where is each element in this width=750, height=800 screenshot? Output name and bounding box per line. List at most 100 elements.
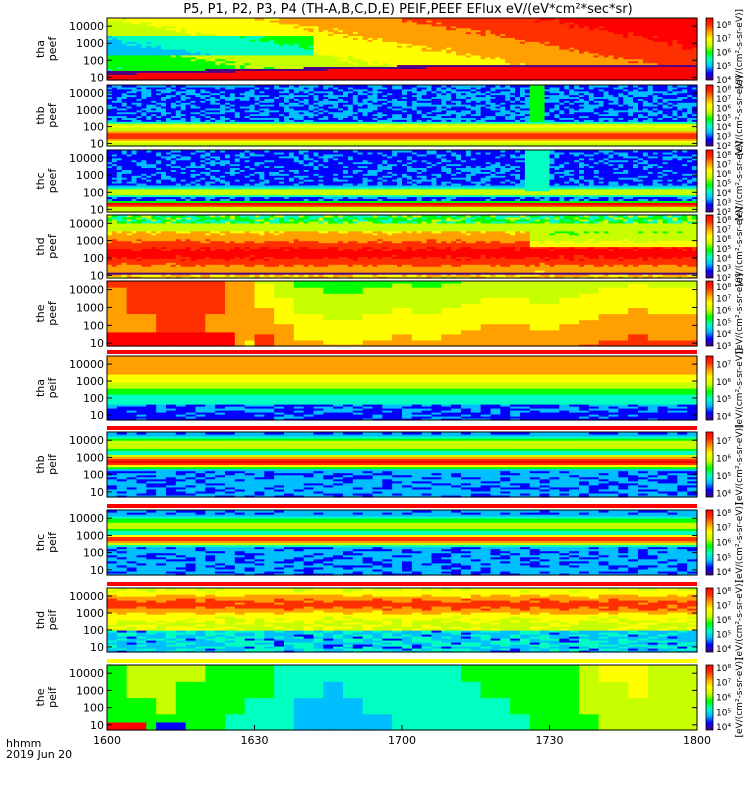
y-tick-label: 10000 xyxy=(69,667,104,680)
date-label: 2019 Jun 20 xyxy=(6,748,72,761)
y-axis-label: peef xyxy=(46,168,59,194)
colorbar-tick-label: 10⁶ xyxy=(716,378,731,388)
y-tick-label: 10000 xyxy=(69,590,104,603)
colorbar-unit-label: [eV/(cm²-s-sr-eV)] xyxy=(735,657,745,737)
figure-title: P5, P1, P2, P3, P4 (TH-A,B,C,D,E) PEIF,P… xyxy=(183,2,632,17)
colorbar-tick-label: 10⁷ xyxy=(716,35,731,45)
heatmap-cells xyxy=(107,588,698,653)
y-axis-label: peef xyxy=(46,102,59,128)
colorbar-tick-label: 10⁶ xyxy=(716,170,731,180)
panel-separator xyxy=(107,582,697,586)
y-tick-label: 10000 xyxy=(69,217,104,230)
y-tick-label: 100 xyxy=(83,624,104,637)
colorbar-tick-label: 10⁵ xyxy=(716,631,731,641)
colorbar-tick-label: 10⁷ xyxy=(716,437,731,447)
panel-separator xyxy=(107,350,697,354)
colorbar-tick-label: 10⁴ xyxy=(716,255,731,265)
colorbar-tick-label: 10⁷ xyxy=(716,295,731,305)
colorbar-tick-label: 10⁴ xyxy=(716,76,731,86)
colorbar-tick-label: 10⁸ xyxy=(716,283,731,293)
y-tick-label: 100 xyxy=(83,121,104,134)
colorbar xyxy=(706,356,713,420)
colorbar-tick-label: 10⁴ xyxy=(716,189,731,199)
colorbar-tick-label: 10⁷ xyxy=(716,601,731,611)
x-tick-label: 1630 xyxy=(241,734,269,747)
colorbar-tick-label: 10⁵ xyxy=(716,245,731,255)
panel-separator xyxy=(107,504,697,508)
heatmap-cells xyxy=(107,510,698,576)
y-tick-label: 10 xyxy=(90,269,104,282)
heatmap-cells xyxy=(107,281,698,347)
y-tick-label: 100 xyxy=(83,252,104,265)
colorbar-tick-label: 10⁵ xyxy=(716,318,731,328)
y-tick-label: 10000 xyxy=(69,358,104,371)
colorbar-tick-label: 10⁶ xyxy=(716,616,731,626)
y-tick-label: 1000 xyxy=(76,375,104,388)
y-tick-label: 10000 xyxy=(69,512,104,525)
colorbar-tick-label: 10³ xyxy=(716,198,731,208)
colorbar-unit-label: [eV/(cm²-s-sr-eV)] xyxy=(735,348,745,428)
colorbar xyxy=(706,150,713,212)
y-tick-label: 1000 xyxy=(76,235,104,248)
colorbar-tick-label: 10⁵ xyxy=(716,179,731,189)
y-axis-label: peif xyxy=(46,377,59,399)
heatmap-cells xyxy=(107,215,698,279)
colorbar-tick-label: 10⁸ xyxy=(716,151,731,161)
y-tick-label: 10 xyxy=(90,71,104,84)
y-tick-label: 1000 xyxy=(76,451,104,464)
colorbar-tick-label: 10⁵ xyxy=(716,472,731,482)
colorbar-tick-label: 10³ xyxy=(716,133,731,143)
colorbar xyxy=(706,281,713,346)
y-axis-label: peif xyxy=(46,453,59,475)
colorbar-tick-label: 10⁷ xyxy=(716,524,731,534)
colorbar-tick-label: 10⁷ xyxy=(716,679,731,689)
heatmap-cells xyxy=(107,665,698,731)
x-tick-label: 1700 xyxy=(388,734,416,747)
colorbar-unit-label: [eV/(cm²-s-sr-eV)] xyxy=(735,273,745,353)
colorbar-tick-label: 10⁶ xyxy=(716,694,731,704)
colorbar-tick-label: 10⁵ xyxy=(716,395,731,405)
y-tick-label: 10 xyxy=(90,641,104,654)
colorbar-tick-label: 10⁸ xyxy=(716,587,731,597)
colorbar xyxy=(706,85,713,146)
panel-separator xyxy=(107,659,697,663)
y-tick-label: 100 xyxy=(83,702,104,715)
colorbar-tick-label: 10⁶ xyxy=(716,539,731,549)
y-tick-label: 1000 xyxy=(76,529,104,542)
colorbar-tick-label: 10⁸ xyxy=(716,21,731,31)
y-tick-label: 10 xyxy=(90,486,104,499)
y-axis-label: peef xyxy=(46,233,59,259)
y-tick-label: 100 xyxy=(83,186,104,199)
y-tick-label: 10000 xyxy=(69,434,104,447)
colorbar-tick-label: 10⁴ xyxy=(716,489,731,499)
y-tick-label: 1000 xyxy=(76,104,104,117)
y-tick-label: 100 xyxy=(83,547,104,560)
y-tick-label: 100 xyxy=(83,469,104,482)
colorbar-tick-label: 10⁴ xyxy=(716,413,731,423)
y-axis-label: peef xyxy=(46,36,59,62)
colorbar xyxy=(706,432,713,497)
y-tick-label: 100 xyxy=(83,319,104,332)
y-axis-label: peef xyxy=(46,300,59,326)
colorbar-tick-label: 10⁸ xyxy=(716,509,731,519)
y-axis-label: peif xyxy=(46,686,59,708)
y-tick-label: 10000 xyxy=(69,20,104,33)
colorbar-tick-label: 10³ xyxy=(716,342,731,352)
colorbar-tick-label: 10⁸ xyxy=(716,664,731,674)
colorbar-tick-label: 10⁶ xyxy=(716,235,731,245)
y-axis-label: peif xyxy=(46,531,59,553)
y-tick-label: 10 xyxy=(90,564,104,577)
y-tick-label: 10000 xyxy=(69,87,104,100)
y-tick-label: 1000 xyxy=(76,37,104,50)
colorbar xyxy=(706,18,713,80)
colorbar xyxy=(706,665,713,730)
heatmap-cells xyxy=(107,85,698,147)
y-tick-label: 10000 xyxy=(69,152,104,165)
